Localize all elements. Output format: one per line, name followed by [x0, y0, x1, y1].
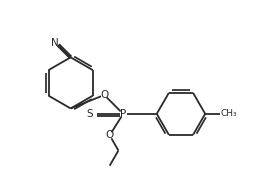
Text: N: N — [51, 38, 59, 48]
Text: O: O — [100, 90, 108, 100]
Text: CH₃: CH₃ — [221, 109, 237, 118]
Text: P: P — [120, 109, 126, 119]
Text: O: O — [106, 130, 114, 140]
Text: S: S — [86, 109, 93, 119]
